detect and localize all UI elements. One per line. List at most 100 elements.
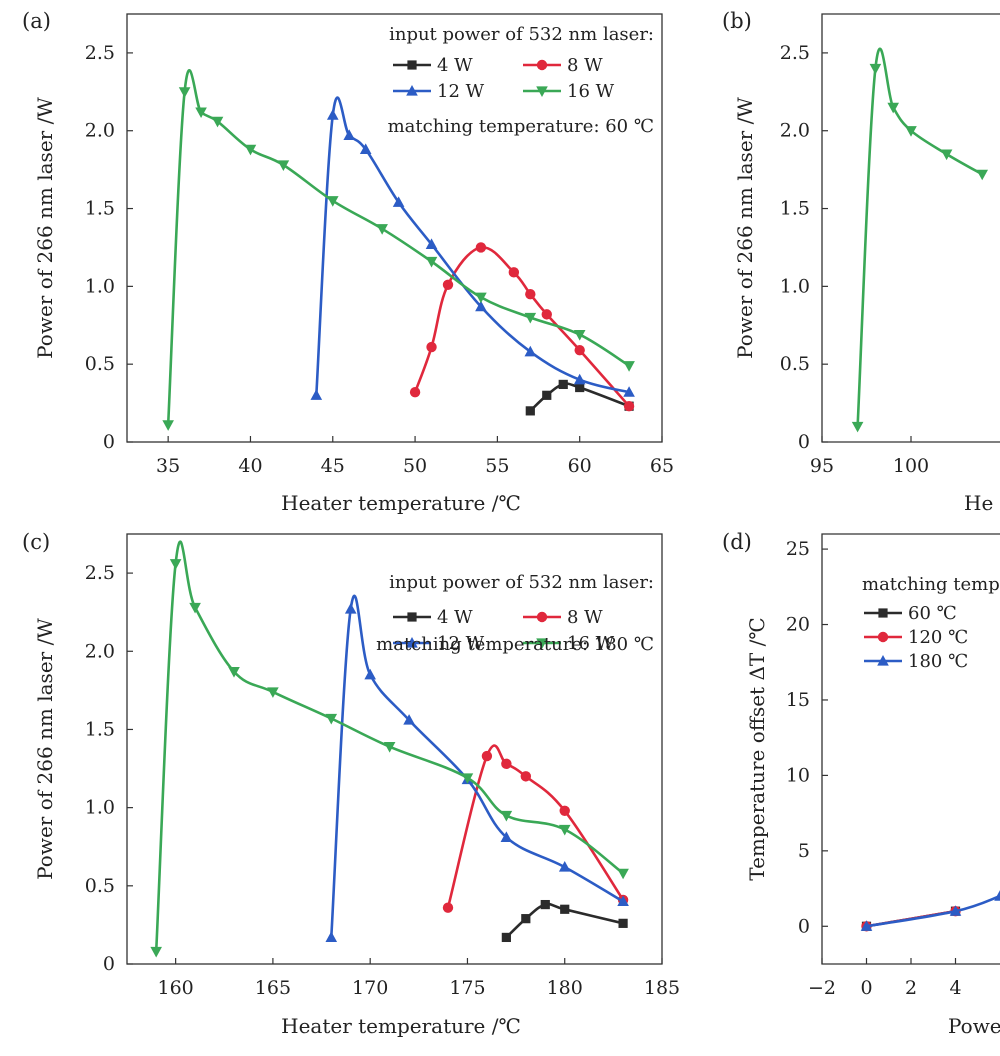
panel-b-label: (b) bbox=[722, 9, 752, 33]
panel-c-ytick-label: 2.5 bbox=[85, 562, 115, 584]
panel-a-legend-marker bbox=[407, 60, 417, 70]
panel-a-ytick-label: 0 bbox=[103, 431, 115, 453]
panel-c-data-point bbox=[344, 603, 357, 614]
panel-c-ylabel: Power of 266 nm laser /W bbox=[33, 618, 57, 880]
panel-a-data-point bbox=[524, 312, 537, 324]
panel-b-ylabel: Power of 266 nm laser /W bbox=[733, 97, 757, 359]
panel-a-series bbox=[162, 69, 635, 431]
panel-a-xtick-label: 55 bbox=[485, 455, 509, 477]
panel-a-data-point bbox=[623, 401, 635, 412]
panel-a-ytick-label: 0.5 bbox=[85, 353, 115, 375]
panel-a-data-point bbox=[541, 309, 552, 320]
panel-d-legend: 60 ℃ 120 ℃ 180 ℃ bbox=[864, 603, 968, 672]
panel-a-data-point bbox=[475, 300, 487, 312]
panel-c-data-point bbox=[618, 918, 628, 928]
panel-a-data-point bbox=[508, 267, 520, 278]
panel-d-xtick-label: 4 bbox=[949, 977, 961, 999]
panel-c-legend-label: 4 W bbox=[437, 607, 473, 628]
panel-b-ytick-label: 1.5 bbox=[780, 198, 810, 220]
panel-c-data-point bbox=[150, 946, 162, 958]
panel-a-ytick-label: 2.5 bbox=[85, 42, 115, 64]
panel-a-data-point bbox=[575, 382, 585, 393]
panel-c-annotation: matching temperature: 180 ℃ bbox=[376, 634, 654, 655]
panel-a-legend-marker bbox=[536, 59, 548, 71]
panel-b-frame bbox=[821, 13, 1000, 443]
panel-a-ytick-label: 1.5 bbox=[85, 198, 115, 220]
panel-c-series-line bbox=[446, 744, 625, 910]
panel-a-legend-label: 16 W bbox=[567, 81, 615, 102]
panel-c-data-point bbox=[325, 931, 338, 943]
panel-a-data-point bbox=[162, 420, 174, 431]
panel-a-data-point bbox=[376, 224, 388, 235]
panel-c-legend-marker bbox=[407, 612, 417, 622]
panel-b-ytick-label: 2.5 bbox=[780, 42, 810, 64]
panel-d-legend-title: matching temp bbox=[862, 574, 1000, 595]
panel-d-axes: −2 0 2 4 0 5 10 15 20 25 bbox=[786, 538, 962, 999]
panel-a-data-point bbox=[211, 116, 224, 128]
panel-c-ytick-label: 1.0 bbox=[85, 797, 115, 819]
panel-a-data-point bbox=[558, 379, 568, 390]
panel-b-ytick-label: 0 bbox=[798, 431, 810, 453]
panel-a-data-point bbox=[326, 196, 339, 207]
panel-c-data-point bbox=[617, 895, 629, 907]
panel-c-series bbox=[150, 540, 629, 958]
panel-d-ytick-label: 20 bbox=[786, 614, 810, 636]
panel-a-legend-label: 12 W bbox=[437, 81, 485, 102]
panel-d-xtick-label: 2 bbox=[905, 977, 917, 999]
panel-a-legend-label: 4 W bbox=[437, 55, 473, 76]
panel-a: (a) 35 40 45 50 55 60 65 0 0.5 1.0 1.5 2.0 2.5 Heate… bbox=[22, 9, 674, 515]
panel-d-ytick-label: 10 bbox=[786, 764, 810, 786]
panel-a-data-point bbox=[475, 292, 487, 304]
panel-b: (b) 95 100 0 0.5 1.0 1.5 2.0 2.5 He Power of 26… bbox=[722, 9, 1000, 515]
panel-c-data-point bbox=[558, 861, 571, 872]
panel-b-data-point bbox=[851, 421, 864, 433]
panel-d-ytick-label: 25 bbox=[786, 538, 810, 560]
panel-b-series bbox=[851, 47, 988, 433]
panel-c-data-point bbox=[461, 773, 474, 784]
panel-c-ytick-label: 1.5 bbox=[85, 718, 115, 740]
panel-c-data-point bbox=[325, 713, 338, 725]
panel-c-axes: 160 165 170 175 180 185 0 0.5 1.0 1.5 2.0 2.5 bbox=[85, 562, 680, 999]
panel-c-data-point bbox=[560, 904, 570, 914]
panel-c-data-point bbox=[442, 902, 454, 913]
panel-a-xtick-label: 45 bbox=[321, 455, 345, 477]
panel-d-ytick-label: 0 bbox=[798, 915, 810, 937]
panel-a-data-point bbox=[475, 242, 487, 253]
panel-d-data-point bbox=[949, 905, 962, 916]
panel-c-legend-label: 16 W bbox=[567, 633, 615, 654]
panel-c-legend-label: 12 W bbox=[437, 633, 485, 654]
panel-c-data-point bbox=[520, 771, 532, 782]
panel-a-data-point bbox=[195, 107, 207, 119]
panel-a-data-point bbox=[623, 361, 635, 372]
panel-c-legend-marker bbox=[536, 638, 548, 649]
panel-c-xtick-label: 160 bbox=[158, 977, 194, 999]
panel-a-legend-marker bbox=[406, 85, 418, 96]
panel-a-data-point bbox=[525, 406, 535, 416]
panel-d: (d) −2 0 2 4 0 5 10 15 20 25 Powe Temperature off… bbox=[722, 530, 1000, 1038]
panel-c-data-point bbox=[540, 899, 550, 910]
panel-a-data-point bbox=[359, 143, 372, 155]
panel-d-xlabel: Powe bbox=[948, 1014, 1000, 1038]
panel-b-data-point bbox=[887, 102, 899, 114]
panel-c-data-point bbox=[364, 668, 376, 680]
panel-c-data-point bbox=[383, 742, 396, 753]
panel-c-data-point bbox=[189, 602, 201, 614]
panel-c-data-point bbox=[267, 687, 279, 698]
panel-c-xtick-label: 185 bbox=[644, 977, 680, 999]
panel-a-data-point bbox=[326, 109, 339, 120]
panel-d-ytick-label: 5 bbox=[798, 840, 810, 862]
panel-c: (c) 160 165 170 175 180 185 0 0.5 1.0 1.5 2.0 2.5 H… bbox=[22, 530, 680, 1038]
panel-b-series-line bbox=[856, 47, 984, 428]
panel-b-data-point bbox=[905, 126, 917, 137]
panel-a-legend-label: 8 W bbox=[567, 55, 603, 76]
panel-c-ytick-label: 2.0 bbox=[85, 640, 115, 662]
panel-b-xtick-label: 100 bbox=[893, 455, 929, 477]
panel-a-xtick-label: 60 bbox=[568, 455, 592, 477]
panel-c-frame bbox=[126, 533, 663, 965]
panel-a-data-point bbox=[524, 345, 537, 357]
panel-c-data-point bbox=[403, 714, 415, 725]
panel-c-data-point bbox=[559, 805, 570, 816]
panel-d-frame bbox=[821, 533, 1000, 965]
panel-a-ylabel: Power of 266 nm laser /W bbox=[33, 97, 57, 359]
panel-c-data-point bbox=[228, 667, 240, 678]
